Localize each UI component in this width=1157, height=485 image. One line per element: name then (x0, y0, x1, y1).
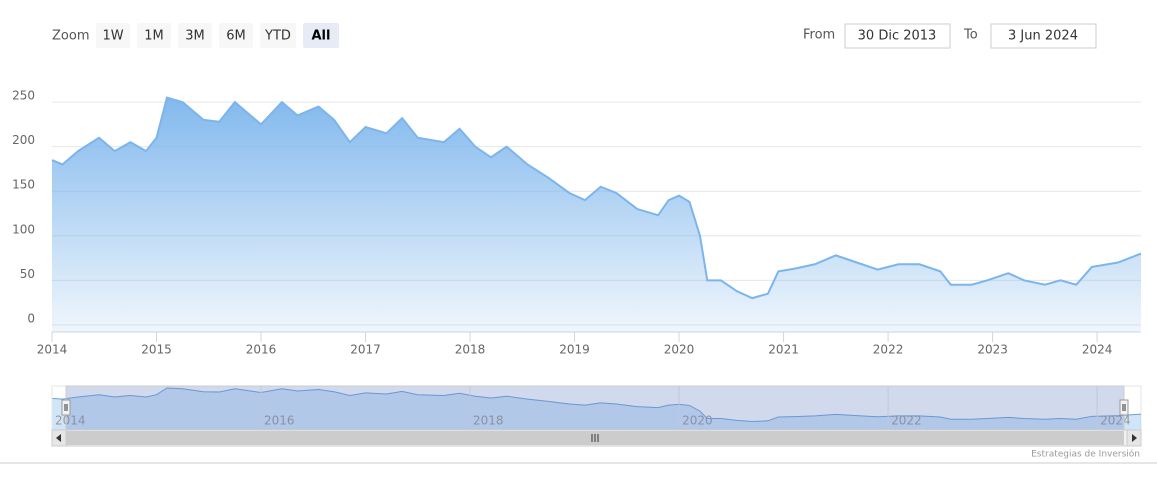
zoom-button[interactable] (96, 23, 130, 48)
to-label: To (963, 28, 978, 43)
navigator-handle[interactable] (61, 399, 71, 416)
x-tick-label: 2015 (141, 343, 172, 357)
x-tick-label: 2016 (246, 343, 277, 357)
navigator-tick-label: 2014 (55, 414, 86, 428)
area-fill (52, 97, 1141, 333)
navigator-tick-label: 2016 (264, 414, 295, 428)
navigator-mask[interactable] (65, 385, 1125, 431)
zoom-button[interactable] (260, 23, 296, 48)
navigator-bg (51, 385, 1142, 431)
from-value[interactable]: 30 Dic 2013 (858, 29, 937, 44)
zoom-button-label[interactable]: 6M (226, 29, 246, 44)
zoom-button-label[interactable]: 1W (102, 29, 123, 44)
to-value[interactable]: 3 Jun 2024 (1008, 29, 1078, 44)
y-tick-label: 150 (12, 178, 35, 192)
x-tick-label: 2019 (559, 343, 590, 357)
y-tick-label: 0 (27, 311, 35, 325)
zoom-button-label[interactable]: All (312, 29, 331, 44)
zoom-button-label[interactable]: 3M (185, 29, 205, 44)
y-tick-label: 200 (12, 133, 35, 147)
zoom-button-label[interactable]: 1M (144, 29, 164, 44)
from-input[interactable] (844, 23, 951, 49)
x-tick-label: 2014 (37, 343, 68, 357)
arrow-right (1132, 434, 1137, 442)
arrow-left (56, 434, 61, 442)
x-tick-label: 2023 (977, 343, 1008, 357)
x-tick-label: 2017 (350, 343, 381, 357)
navigator-tick-label: 2022 (891, 414, 922, 428)
x-tick-label: 2018 (455, 343, 486, 357)
y-tick-label: 50 (20, 267, 35, 281)
credits: Estrategias de Inversión (1031, 449, 1140, 460)
from-label: From (803, 28, 835, 43)
x-tick-label: 2022 (873, 343, 904, 357)
x-tick-label: 2020 (664, 343, 695, 357)
navigator-line (51, 387, 1142, 423)
navigator-tick-label: 2018 (473, 414, 504, 428)
zoom-button-label[interactable]: YTD (264, 29, 291, 44)
y-tick-label: 250 (12, 89, 35, 103)
x-tick-label: 2021 (768, 343, 799, 357)
x-tick-label: 2024 (1082, 343, 1113, 357)
to-input[interactable] (990, 23, 1097, 49)
navigator-area (52, 388, 1141, 430)
navigator-tick-label: 2020 (682, 414, 713, 428)
zoom-button[interactable] (137, 23, 171, 48)
zoom-button[interactable] (219, 23, 253, 48)
navigator-tick-label: 2024 (1100, 414, 1131, 428)
zoom-button[interactable] (303, 23, 339, 48)
y-tick-label: 100 (12, 222, 35, 236)
navigator-handle[interactable] (1119, 399, 1129, 416)
zoom-button[interactable] (178, 23, 212, 48)
area-line (51, 96, 1142, 300)
zoom-label: Zoom (52, 29, 89, 44)
